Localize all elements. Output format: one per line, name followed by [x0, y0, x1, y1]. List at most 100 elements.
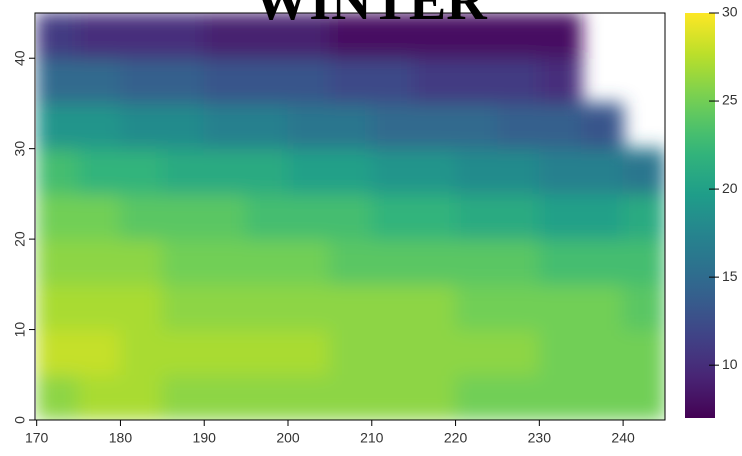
cell [204, 284, 247, 330]
colorbar-tick-label: 10 [722, 356, 738, 372]
cell [246, 148, 289, 194]
cell [162, 239, 205, 285]
cell [329, 58, 372, 104]
cell [581, 329, 624, 375]
cell [120, 103, 163, 149]
cell [497, 58, 540, 104]
cell [371, 239, 414, 285]
cell [539, 58, 582, 104]
cell [36, 148, 79, 194]
cell [162, 284, 205, 330]
cell [78, 58, 121, 104]
cell [288, 329, 331, 375]
cell [288, 58, 331, 104]
cell [413, 148, 456, 194]
y-tick-label: 0 [12, 416, 28, 424]
cell [371, 284, 414, 330]
cell [539, 148, 582, 194]
cell [539, 193, 582, 239]
cell [581, 103, 624, 149]
cell [581, 374, 624, 420]
cell [36, 329, 79, 375]
cell [497, 374, 540, 420]
x-tick-label: 180 [109, 430, 133, 446]
cell [581, 193, 624, 239]
cell [623, 284, 666, 330]
cell [623, 374, 666, 420]
cell [246, 374, 289, 420]
cell [413, 329, 456, 375]
x-tick-label: 200 [276, 430, 300, 446]
cell [162, 58, 205, 104]
y-tick-label: 30 [12, 141, 28, 157]
colorbar-tick-label: 20 [722, 180, 738, 196]
y-tick-label: 20 [12, 231, 28, 247]
cell [497, 103, 540, 149]
x-tick-label: 220 [444, 430, 468, 446]
cell [78, 374, 121, 420]
cell [455, 193, 498, 239]
cell [623, 329, 666, 375]
cell [539, 239, 582, 285]
cell [455, 374, 498, 420]
x-tick-label: 210 [360, 430, 384, 446]
cell [497, 239, 540, 285]
cell [539, 103, 582, 149]
cell [581, 284, 624, 330]
cell [246, 103, 289, 149]
cell [120, 374, 163, 420]
cell [120, 148, 163, 194]
raster [36, 13, 665, 421]
cell [329, 239, 372, 285]
cell [371, 58, 414, 104]
chart: WINTER 170180190200210220230240010203040… [0, 0, 742, 456]
cell [455, 284, 498, 330]
cell [497, 329, 540, 375]
cell [623, 193, 666, 239]
cell [329, 148, 372, 194]
cell [413, 284, 456, 330]
cell [78, 239, 121, 285]
cell [623, 148, 666, 194]
cell [455, 103, 498, 149]
cell [288, 374, 331, 420]
cell [413, 103, 456, 149]
cell [36, 239, 79, 285]
colorbar-tick-label: 30 [722, 4, 738, 20]
cell [288, 239, 331, 285]
cell [455, 58, 498, 104]
cell [497, 193, 540, 239]
cell [204, 13, 247, 59]
cell [204, 239, 247, 285]
cell [78, 284, 121, 330]
cell [120, 329, 163, 375]
cell [162, 193, 205, 239]
cell [288, 148, 331, 194]
cell [36, 284, 79, 330]
cell [246, 329, 289, 375]
colorbar [685, 13, 715, 418]
cell [371, 329, 414, 375]
cell [455, 239, 498, 285]
cell [162, 148, 205, 194]
x-tick-label: 190 [193, 430, 217, 446]
cell [413, 193, 456, 239]
cell [162, 329, 205, 375]
x-tick-label: 230 [528, 430, 552, 446]
cell [246, 284, 289, 330]
cell [371, 103, 414, 149]
cell [120, 193, 163, 239]
cell [329, 329, 372, 375]
cell [204, 148, 247, 194]
cell [78, 329, 121, 375]
cell [204, 329, 247, 375]
cell [413, 239, 456, 285]
cell [36, 103, 79, 149]
cell [497, 13, 540, 59]
cell [246, 239, 289, 285]
x-tick-label: 240 [611, 430, 635, 446]
cell [204, 103, 247, 149]
cell [371, 148, 414, 194]
colorbar-tick-label: 15 [722, 268, 738, 284]
cell [329, 374, 372, 420]
